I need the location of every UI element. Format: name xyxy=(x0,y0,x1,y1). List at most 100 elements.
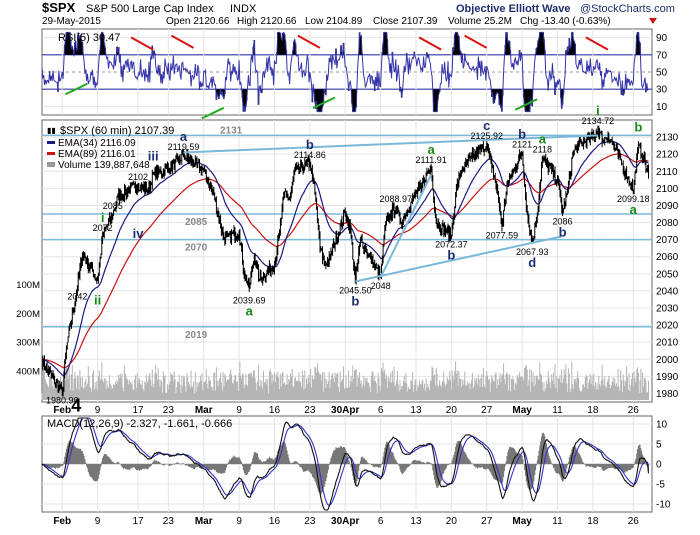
volume-tick-label: 400M xyxy=(16,367,40,378)
rsi-panel: 10 30 50 70 90 RSI(5) 30.47 xyxy=(41,28,668,120)
x-axis-label: 9 xyxy=(95,516,101,527)
wave-label: c xyxy=(483,118,490,133)
x-axis-label: Mar xyxy=(195,405,213,416)
x-axis-label: May xyxy=(512,516,532,527)
rsi-tick-label: 70 xyxy=(656,50,668,61)
price-label: 2072.37 xyxy=(435,240,468,250)
macd-histogram xyxy=(42,432,649,495)
x-axis-label: Mar xyxy=(195,516,213,527)
wave-label: ii xyxy=(94,293,101,308)
price-label: 2048 xyxy=(371,281,391,291)
x-axis-label: Feb xyxy=(53,516,71,527)
support-label: 2085 xyxy=(185,217,208,228)
header-exchange: INDX xyxy=(230,3,257,15)
x-axis-label: 13 xyxy=(410,516,422,527)
price-label: 1980.90 xyxy=(46,396,79,406)
wave-label: a xyxy=(428,142,436,157)
ema34-legend: EMA(34) 2116.09 xyxy=(58,138,136,149)
header-volume: Volume 25.2M xyxy=(448,16,512,27)
price-label: 2085 xyxy=(103,201,123,211)
header-low: Low 2104.89 xyxy=(305,16,363,27)
x-axis-label: 30Apr xyxy=(331,516,359,527)
price-label: 2134.72 xyxy=(582,116,615,126)
price-bars xyxy=(42,125,649,397)
macd-tick-label: -5 xyxy=(656,480,665,491)
volume-axis: 400M 300M 200M 100M xyxy=(16,280,40,378)
price-label: 2121 xyxy=(512,139,532,149)
x-axis-label: 20 xyxy=(446,405,458,416)
x-axis-label: 23 xyxy=(163,405,175,416)
x-axis-label: 23 xyxy=(304,405,316,416)
price-label: 2125.92 xyxy=(470,131,503,141)
price-annotations: 1980.90 2042 2072 2085 2102 2119.59 2039.69 211… xyxy=(46,116,650,406)
support-label: 2019 xyxy=(185,330,208,341)
rsi-green-trendline xyxy=(201,106,225,120)
price-title: $SPX (60 min) 2107.39 xyxy=(60,125,174,137)
ema89-legend: EMA(89) 2116.01 xyxy=(58,149,136,160)
price-tick-label: 2040 xyxy=(656,286,679,297)
x-axis-label: 23 xyxy=(163,516,175,527)
price-tick-label: 2000 xyxy=(656,355,679,366)
price-label: 2072 xyxy=(93,223,113,233)
rsi-title: RSI(5) 30.47 xyxy=(58,32,120,44)
volume-swatch xyxy=(47,162,55,167)
wave-label: b xyxy=(559,224,567,239)
support-label: 2131 xyxy=(220,125,243,136)
wave-label: b xyxy=(634,120,642,135)
rsi-red-trendline xyxy=(585,36,609,51)
wave-label: iv xyxy=(133,226,145,241)
price-ohlc-bars xyxy=(42,125,649,397)
macd-axis: 10 5 0 -5 -10 xyxy=(656,420,671,511)
rsi-tick-label: 10 xyxy=(656,102,668,113)
wave-label: a xyxy=(180,129,188,144)
x-axis-label: 26 xyxy=(628,405,640,416)
x-axis-label: 16 xyxy=(269,516,281,527)
macd-tick-label: 5 xyxy=(656,440,662,451)
price-label: 2118 xyxy=(533,145,552,155)
price-label: 2114.86 xyxy=(294,150,326,160)
wave-label: iii xyxy=(148,149,159,164)
wave-label: a xyxy=(246,303,254,318)
rsi-green-trendline xyxy=(514,98,538,111)
change-down-icon xyxy=(649,18,657,24)
header-change: Chg -13.40 (-0.63%) xyxy=(520,16,611,27)
wave-label: a xyxy=(630,202,638,217)
price-label: 2039.69 xyxy=(233,295,266,305)
price-label: 2111.91 xyxy=(416,155,447,165)
x-axis-label: 9 xyxy=(95,405,101,416)
x-axis-label: 20 xyxy=(446,516,458,527)
price-tick-label: 1980 xyxy=(656,389,679,400)
wave-label: a xyxy=(539,132,547,147)
macd-line xyxy=(41,417,650,511)
x-axis-label: 18 xyxy=(587,516,599,527)
rsi-red-trendline xyxy=(418,36,442,51)
price-tick-label: 2070 xyxy=(656,235,679,246)
wave-label: b xyxy=(306,137,314,152)
price-tick-label: 2130 xyxy=(656,133,679,144)
x-axis-label: 17 xyxy=(132,516,144,527)
macd-title: MACD(12,26,9) -2.327, -1.661, -0.666 xyxy=(47,418,232,430)
price-tick-label: 2060 xyxy=(656,252,679,263)
price-label: 2042 xyxy=(67,291,87,301)
price-panel: 1980199020002010202020302040205020602070… xyxy=(16,103,678,416)
wave-label: b xyxy=(447,248,455,263)
price-tick-label: 2050 xyxy=(656,269,679,280)
rsi-red-trendline xyxy=(297,34,321,49)
header-date: 29-May-2015 xyxy=(42,16,101,27)
support-lines: 2131 2085 2070 2019 xyxy=(42,125,652,341)
volume-tick-label: 100M xyxy=(16,280,40,291)
ema34-line xyxy=(41,140,649,377)
x-axis-label: 11 xyxy=(552,405,563,416)
price-tick-label: 2010 xyxy=(656,338,679,349)
price-label: 2067.93 xyxy=(516,247,549,257)
rsi-green-trendline xyxy=(312,96,336,109)
rsi-green-trendline xyxy=(64,82,88,96)
x-axis-label: 18 xyxy=(587,405,599,416)
x-axis-label: 6 xyxy=(378,516,384,527)
macd-histogram-bars xyxy=(42,432,649,495)
x-axis-label: 9 xyxy=(236,516,242,527)
rsi-tick-label: 90 xyxy=(656,33,668,44)
x-axis-label: 9 xyxy=(236,405,242,416)
wave-label: b xyxy=(351,294,359,309)
